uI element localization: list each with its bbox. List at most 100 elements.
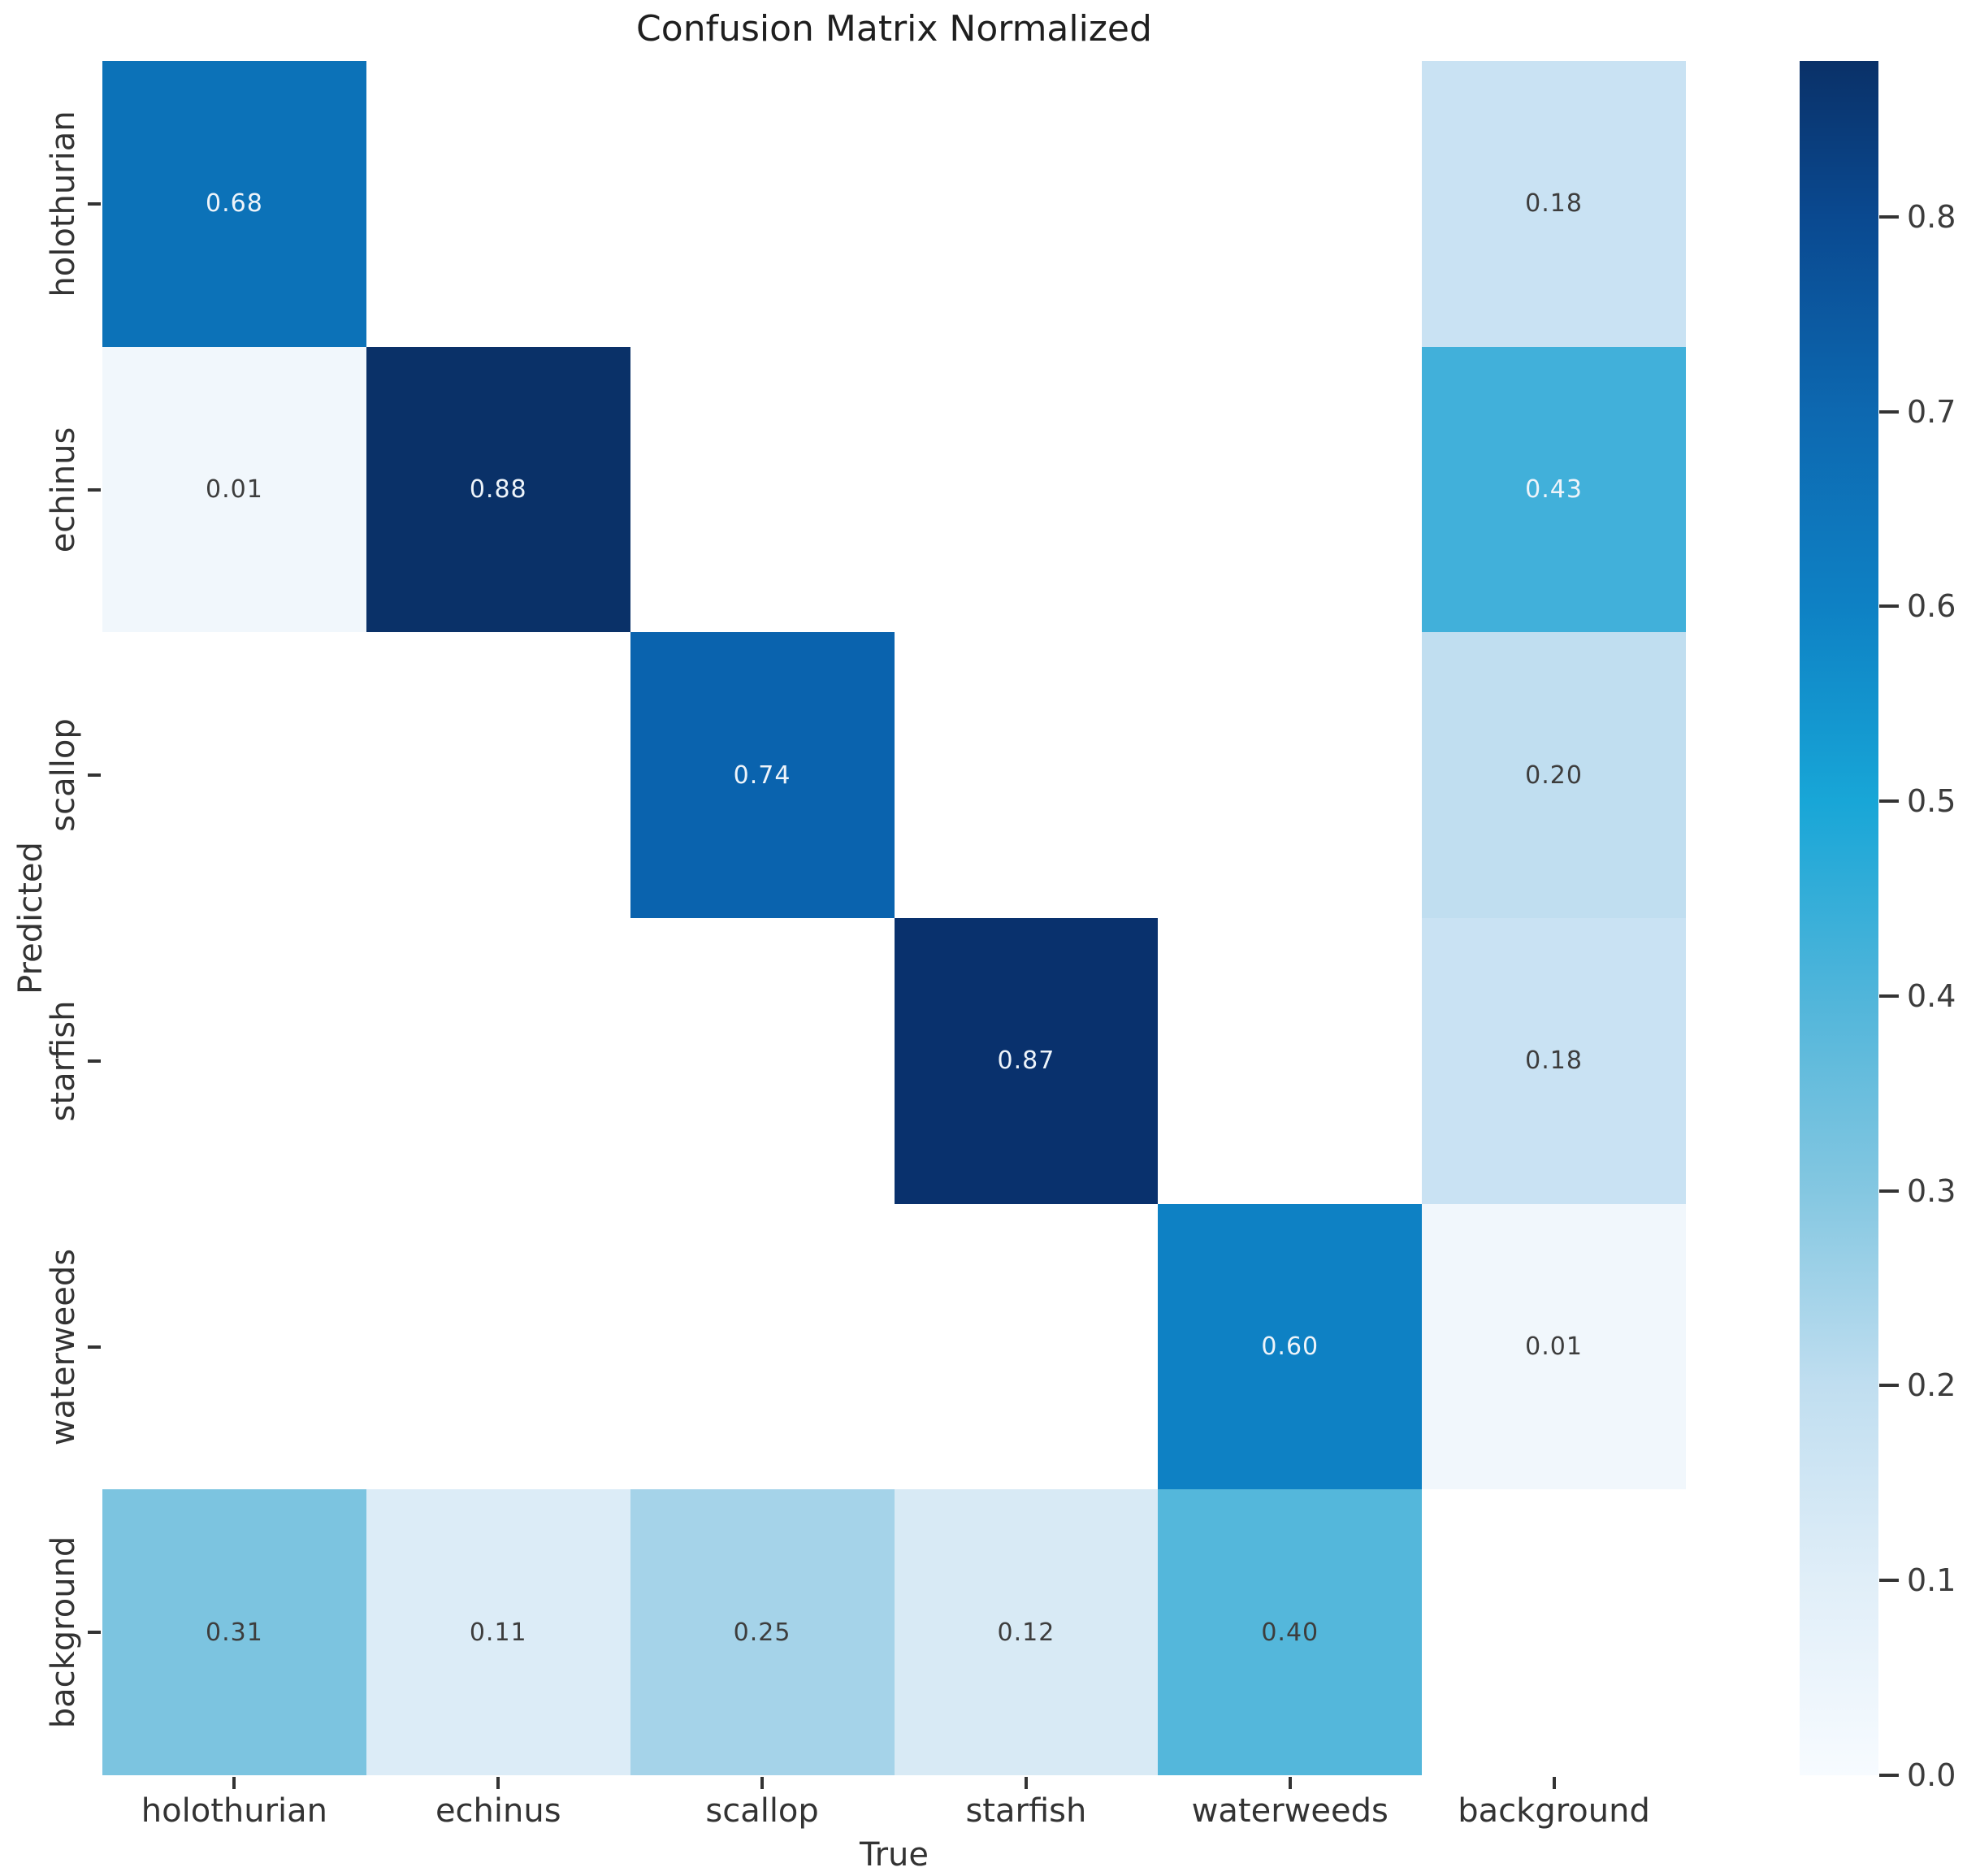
heatmap-cell	[894, 61, 1159, 347]
y-tick-label: echinus	[45, 427, 82, 552]
colorbar-tick-mark	[1879, 409, 1899, 414]
heatmap-cell: 0.88	[366, 346, 630, 633]
y-tick-label: holothurian	[45, 110, 82, 297]
x-tick-mark	[1552, 1777, 1556, 1789]
chart-title: Confusion Matrix Normalized	[636, 8, 1152, 50]
heatmap-cell	[894, 1203, 1159, 1490]
heatmap-cell	[366, 917, 630, 1204]
heatmap-cell	[894, 632, 1159, 918]
heatmap-cell	[102, 1203, 366, 1490]
heatmap-cell	[630, 917, 895, 1204]
cell-value: 0.12	[997, 1618, 1055, 1647]
y-tick-mark	[88, 201, 101, 206]
x-tick-label: waterweeds	[1191, 1792, 1389, 1830]
heatmap-cell	[1158, 346, 1423, 633]
y-tick-mark	[88, 773, 101, 778]
heatmap-cell	[366, 1203, 630, 1490]
x-tick-mark	[496, 1777, 500, 1789]
heatmap-cell	[102, 632, 366, 918]
x-tick-mark	[232, 1777, 236, 1789]
heatmap-cell: 0.60	[1158, 1203, 1423, 1490]
heatmap-cell	[366, 61, 630, 347]
heatmap-cell	[630, 61, 895, 347]
x-tick-mark	[760, 1777, 765, 1789]
heatmap-cell	[1422, 1489, 1686, 1775]
heatmap-cell: 0.43	[1422, 346, 1686, 633]
x-tick-label: holothurian	[141, 1792, 328, 1830]
colorbar	[1800, 61, 1878, 1775]
heatmap-cell: 0.01	[1422, 1203, 1686, 1490]
heatmap-cell: 0.18	[1422, 917, 1686, 1204]
heatmap-cell: 0.11	[366, 1489, 630, 1775]
y-tick-mark	[88, 487, 101, 492]
colorbar-tick-label: 0.4	[1907, 977, 1956, 1014]
heatmap-cell: 0.40	[1158, 1489, 1423, 1775]
x-tick-mark	[1024, 1777, 1028, 1789]
x-tick-mark	[1288, 1777, 1292, 1789]
x-tick-label: echinus	[435, 1792, 561, 1830]
heatmap-grid: 0.68 0.18 0.01 0.88 0.43 0.74 0.20 0.87 0.18 0.60…	[102, 61, 1686, 1775]
heatmap-cell	[1158, 632, 1423, 918]
y-axis-title: Predicted	[12, 842, 50, 994]
heatmap-cell	[102, 917, 366, 1204]
y-tick-mark	[88, 1059, 101, 1063]
cell-value: 0.18	[1525, 189, 1583, 219]
colorbar-tick-label: 0.0	[1907, 1757, 1956, 1793]
colorbar-tick-label: 0.6	[1907, 588, 1956, 625]
heatmap-cell: 0.20	[1422, 632, 1686, 918]
cell-value: 0.11	[469, 1618, 527, 1647]
cell-value: 0.43	[1525, 474, 1583, 504]
heatmap-cell	[1158, 61, 1423, 347]
heatmap-cell	[1158, 917, 1423, 1204]
cell-value: 0.01	[1525, 1332, 1583, 1361]
cell-value: 0.68	[206, 189, 263, 219]
heatmap-cell	[630, 346, 895, 633]
colorbar-tick-label: 0.1	[1907, 1562, 1956, 1599]
cell-value: 0.01	[206, 474, 263, 504]
x-axis-title: True	[860, 1836, 929, 1874]
heatmap-cell: 0.01	[102, 346, 366, 633]
y-tick-mark	[88, 1345, 101, 1349]
heatmap-cell: 0.18	[1422, 61, 1686, 347]
cell-value: 0.31	[206, 1618, 263, 1647]
cell-value: 0.87	[997, 1046, 1055, 1076]
colorbar-tick-mark	[1879, 1384, 1899, 1388]
cell-value: 0.20	[1525, 760, 1583, 790]
colorbar-tick-label: 0.8	[1907, 198, 1956, 235]
heatmap-cell: 0.87	[894, 917, 1159, 1204]
colorbar-tick-label: 0.3	[1907, 1172, 1956, 1209]
heatmap-cell: 0.31	[102, 1489, 366, 1775]
heatmap-cell	[630, 1203, 895, 1490]
colorbar-tick-mark	[1879, 1774, 1899, 1777]
cell-value: 0.88	[469, 474, 527, 504]
y-tick-label: starfish	[45, 1000, 82, 1122]
heatmap-cell: 0.12	[894, 1489, 1159, 1775]
cell-value: 0.60	[1261, 1332, 1319, 1361]
colorbar-tick-mark	[1879, 214, 1899, 219]
y-tick-label: scallop	[45, 718, 82, 832]
x-tick-label: starfish	[965, 1792, 1087, 1830]
y-tick-label: background	[45, 1536, 82, 1729]
x-tick-label: scallop	[705, 1792, 819, 1830]
y-tick-mark	[88, 1631, 101, 1635]
colorbar-tick-mark	[1879, 994, 1899, 998]
heatmap-cell: 0.68	[102, 61, 366, 347]
x-tick-label: background	[1458, 1792, 1650, 1830]
colorbar-tick-label: 0.7	[1907, 393, 1956, 430]
colorbar-tick-mark	[1879, 1579, 1899, 1583]
colorbar-tick-mark	[1879, 604, 1899, 609]
heatmap-cell	[894, 346, 1159, 633]
heatmap-cell	[366, 632, 630, 918]
colorbar-tick-mark	[1879, 799, 1899, 804]
colorbar-tick-label: 0.5	[1907, 783, 1956, 820]
heatmap-cell: 0.74	[630, 632, 895, 918]
cell-value: 0.40	[1261, 1618, 1319, 1647]
heatmap-cell: 0.25	[630, 1489, 895, 1775]
cell-value: 0.74	[733, 760, 791, 790]
colorbar-tick-label: 0.2	[1907, 1367, 1956, 1404]
y-tick-label: waterweeds	[45, 1248, 82, 1445]
cell-value: 0.25	[733, 1618, 791, 1647]
cell-value: 0.18	[1525, 1046, 1583, 1076]
colorbar-tick-mark	[1879, 1189, 1899, 1193]
